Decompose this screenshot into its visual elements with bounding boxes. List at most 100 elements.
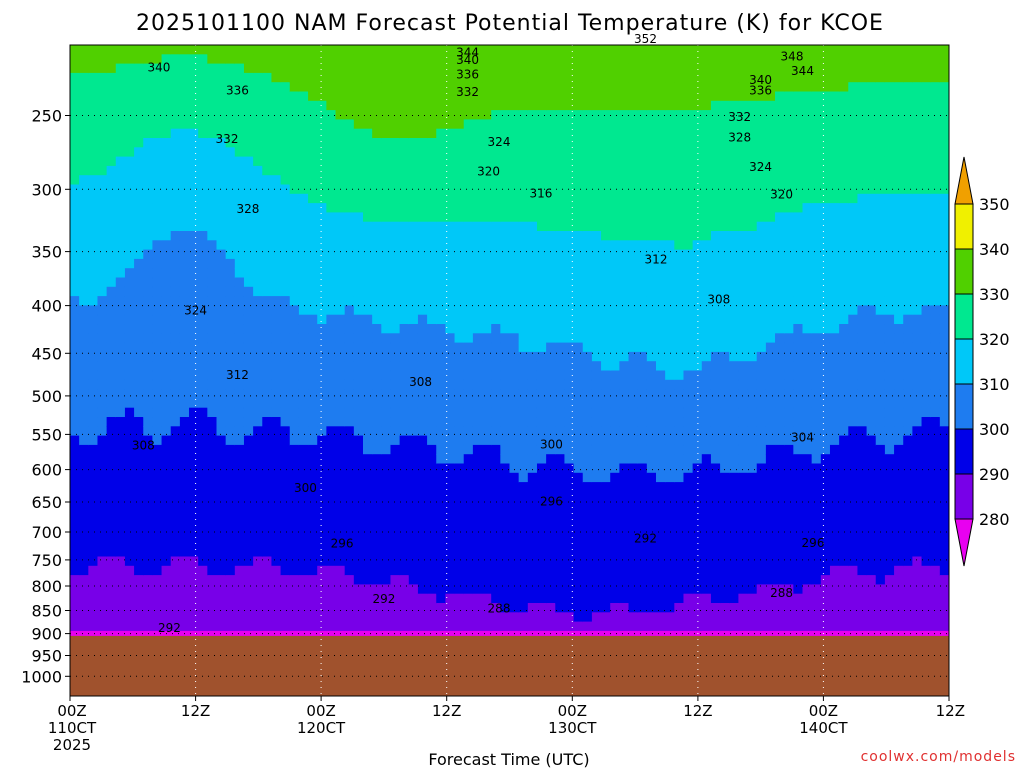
shade-cell [591,240,602,251]
shade-cell [88,565,99,576]
shade-cell [308,286,318,297]
shade-cell [674,296,685,306]
shade-cell [408,82,419,93]
shade-cell [445,370,456,381]
shade-cell [555,528,566,539]
shade-cell [491,100,501,111]
shade-cell [656,519,666,530]
shade-cell [646,128,657,139]
shade-cell [70,305,80,316]
shade-cell [372,537,382,548]
shade-cell [198,603,208,613]
shade-cell [665,491,675,502]
shade-cell [280,342,291,353]
shade-cell [326,286,337,297]
shade-cell [637,435,648,446]
shade-cell [179,249,190,260]
shade-cell [674,510,685,520]
shade-cell [372,324,382,334]
shade-cell [170,110,181,120]
shade-cell [491,91,501,102]
shade-cell [472,426,483,437]
shade-cell [225,258,236,269]
shade-cell [308,45,318,55]
shade-cell [106,324,117,334]
shade-cell [610,203,620,213]
shade-cell [427,212,437,223]
shade-cell [628,184,639,195]
shade-cell [656,100,666,111]
shade-cell [161,324,172,334]
shade-cell [500,621,511,632]
shade-cell [243,54,254,65]
shade-cell [326,296,337,306]
shade-cell [582,203,593,213]
shade-cell [372,342,382,353]
shade-cell [656,426,666,437]
shade-cell [591,417,602,427]
shade-cell [564,621,575,632]
shade-cell [253,612,263,623]
shade-cell [472,351,483,362]
shade-cell [463,426,474,437]
shade-cell [482,621,492,632]
shade-cell [573,240,584,251]
shade-cell [491,72,501,83]
shade-cell [262,593,273,604]
shade-cell [518,621,529,632]
shade-cell [628,630,639,641]
shade-cell [436,463,447,474]
shade-cell [88,268,99,279]
shade-cell [399,212,410,223]
shade-cell [427,435,437,446]
shade-cell [710,63,721,74]
shade-cell [253,575,263,585]
shade-cell [665,231,675,241]
shade-cell [207,221,218,232]
shade-cell [610,193,620,204]
shade-cell [189,72,199,83]
shade-cell [390,277,401,288]
shade-cell [454,342,465,353]
shade-cell [353,444,364,455]
shade-cell [262,361,273,372]
shade-cell [482,54,492,65]
shade-cell [106,342,117,353]
shade-cell [564,45,575,55]
shade-cell [692,342,703,353]
shade-cell [198,565,208,576]
shade-cell [289,370,300,381]
shade-cell [619,379,630,390]
shade-cell [509,407,520,418]
shade-cell [665,519,675,530]
shade-cell [482,519,492,530]
shade-cell [527,249,538,260]
shade-cell [436,110,447,120]
shade-cell [399,54,410,65]
shade-cell [573,82,584,93]
shade-cell [399,249,410,260]
shade-cell [445,110,456,120]
shade-cell [683,584,694,595]
shade-cell [317,351,327,362]
shade-cell [399,565,410,576]
shade-cell [298,240,309,251]
shade-cell [628,342,639,353]
shade-cell [390,54,401,65]
shade-cell [253,593,263,604]
shade-cell [527,472,538,483]
shade-cell [225,351,236,362]
shade-cell [243,547,254,558]
shade-cell [555,128,566,139]
shade-cell [463,240,474,251]
shade-cell [106,249,117,260]
shade-cell [427,407,437,418]
shade-cell [152,138,163,148]
shade-cell [692,277,703,288]
shade-cell [134,63,144,74]
shade-cell [656,324,666,334]
shade-cell [344,630,355,641]
shade-cell [262,119,273,130]
shade-cell [106,91,117,102]
shade-cell [88,203,99,213]
